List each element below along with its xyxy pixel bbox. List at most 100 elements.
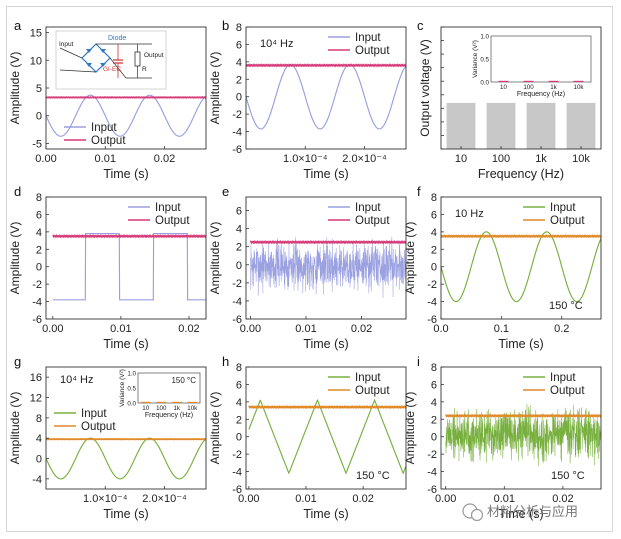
circuit-box	[55, 30, 167, 90]
legend-label: Input	[355, 32, 381, 44]
x-tick-label: 0.02	[351, 323, 372, 335]
panel-g: g -4 0 4 8 12 16 Amplitude (V) 1.0×10⁻⁴ 2.0×10⁻⁴ T…	[8, 354, 207, 521]
y-tick-label: -2	[232, 278, 242, 290]
y-tick-label: -6	[232, 314, 242, 326]
panel-a: a -5 0 5 10 15 Amplitude (V) 0.00 0.01 0.02 Time (…	[8, 18, 207, 181]
x-tick-label: 0.01	[494, 493, 515, 505]
plot-frame	[440, 26, 602, 150]
y-tick-label: -4	[427, 297, 437, 309]
panel-i: i -6 -4 -2 0 2 4 6 8 Amplitude (V) 0.00 0.01 0.02 Tim…	[403, 354, 602, 521]
y-tick-label: 0	[431, 432, 437, 444]
y-tick-label: 4	[36, 433, 42, 445]
x-tick-label: 1.0×10⁻⁴	[283, 153, 328, 165]
circuit-diode-label: Diode	[108, 35, 126, 42]
y-tick-label: 0	[431, 262, 437, 274]
panel-h: h -6 -4 -2 0 2 4 6 8 Amplitude (V) 0.00 0.01 0.02 Tim…	[208, 354, 407, 521]
legend-label: Output	[550, 385, 585, 397]
legend-label: Output	[91, 135, 126, 147]
watermark-text: 材料分析与应用	[487, 504, 578, 519]
x-axis-label: Time (s)	[103, 167, 148, 181]
y-tick-label: 0	[236, 92, 242, 104]
inset-x-tick-label: 10k	[574, 84, 585, 91]
inset-y-tick-label: 1.0	[480, 34, 489, 41]
y-tick-label: 5	[36, 83, 42, 95]
y-tick-label: 8	[36, 192, 42, 204]
legend-label: Output	[355, 215, 390, 227]
panel-c: c 10 100 1k 10k Output voltage (V) Frequency (…	[417, 18, 602, 181]
inset-y-tick-label: 0.5	[480, 57, 489, 64]
inset-frame	[490, 35, 592, 83]
panel-label: g	[14, 354, 21, 369]
x-tick-label: 0.02	[552, 493, 573, 505]
inset-x-tick-label: 10	[500, 84, 507, 91]
plot-frame	[245, 366, 407, 490]
annotation-frequency: 10⁴ Hz	[60, 374, 93, 386]
circuit-resistor-label: R	[142, 66, 147, 73]
y-axis-label: Amplitude (V)	[403, 392, 417, 465]
y-tick-label: -4	[32, 297, 42, 309]
panel-label: a	[14, 18, 22, 33]
wechat-icon-bubble	[470, 508, 484, 522]
y-tick-label: 4	[36, 227, 42, 239]
y-tick-label: 0	[236, 260, 242, 272]
y-tick-label: 0	[236, 432, 242, 444]
y-tick-label: 6	[431, 209, 437, 221]
y-tick-label: 16	[30, 372, 42, 384]
legend-label: Input	[550, 202, 576, 214]
y-tick-label: 10	[30, 55, 42, 67]
inset-y-axis-label: Variance (V²)	[472, 40, 479, 78]
series-line-output	[248, 404, 406, 410]
y-tick-label: 12	[30, 393, 42, 405]
y-tick-label: 6	[236, 39, 242, 51]
diode-icon	[86, 49, 92, 53]
inset-y-axis-label: Variance (V²)	[119, 369, 126, 407]
x-axis-label: Time (s)	[103, 507, 148, 521]
y-tick-label: 8	[236, 362, 242, 374]
y-tick-label: -4	[32, 474, 42, 486]
y-tick-label: 0	[36, 262, 42, 274]
legend-label: Input	[81, 408, 107, 420]
y-tick-label: 6	[236, 206, 242, 218]
panel-label: f	[417, 184, 421, 199]
y-axis-label: Amplitude (V)	[8, 392, 22, 465]
y-tick-label: 2	[236, 242, 242, 254]
inset-bar	[498, 80, 509, 82]
inset-bar	[140, 401, 151, 403]
inset-frame	[137, 372, 201, 404]
y-tick-label: -4	[427, 467, 437, 479]
x-tick-label: 0.1	[494, 323, 509, 335]
y-tick-label: 4	[236, 397, 242, 409]
y-tick-label: 8	[236, 22, 242, 34]
x-tick-label: 0.01	[295, 493, 316, 505]
diode-icon	[100, 49, 106, 53]
y-tick-label: 4	[236, 57, 242, 69]
series-line-input	[445, 403, 601, 467]
series-line-input	[250, 236, 406, 298]
wire	[59, 47, 83, 59]
y-tick-label: -2	[427, 279, 437, 291]
x-axis-label: Time (s)	[103, 337, 148, 351]
inset-x-tick-label: 1k	[173, 405, 180, 412]
series-line-output	[246, 63, 406, 68]
x-tick-label: 0.01	[110, 323, 131, 335]
inset-y-tick-label: 0.5	[127, 386, 136, 393]
y-axis-label: Amplitude (V)	[208, 392, 222, 465]
y-tick-label: 2	[236, 74, 242, 86]
y-tick-label: -2	[232, 109, 242, 121]
y-tick-label: 4	[236, 224, 242, 236]
x-tick-label: 0.0	[433, 323, 448, 335]
panel-f: f -6 -4 -2 0 2 4 6 8 Amplitude (V) 0.0 0.1 0.2 Time (…	[403, 184, 602, 351]
y-tick-label: 2	[431, 244, 437, 256]
x-axis-label: Time (s)	[303, 167, 348, 181]
x-tick-label: 0.2	[554, 323, 569, 335]
bar	[446, 102, 476, 149]
y-tick-label: -2	[32, 279, 42, 291]
y-tick-label: -6	[32, 314, 42, 326]
y-tick-label: -4	[232, 296, 242, 308]
panel-label: c	[417, 18, 424, 33]
series-line-output	[46, 95, 206, 99]
inset-x-tick-label: 100	[523, 84, 534, 91]
y-tick-label: -2	[427, 449, 437, 461]
y-tick-label: 6	[36, 209, 42, 221]
